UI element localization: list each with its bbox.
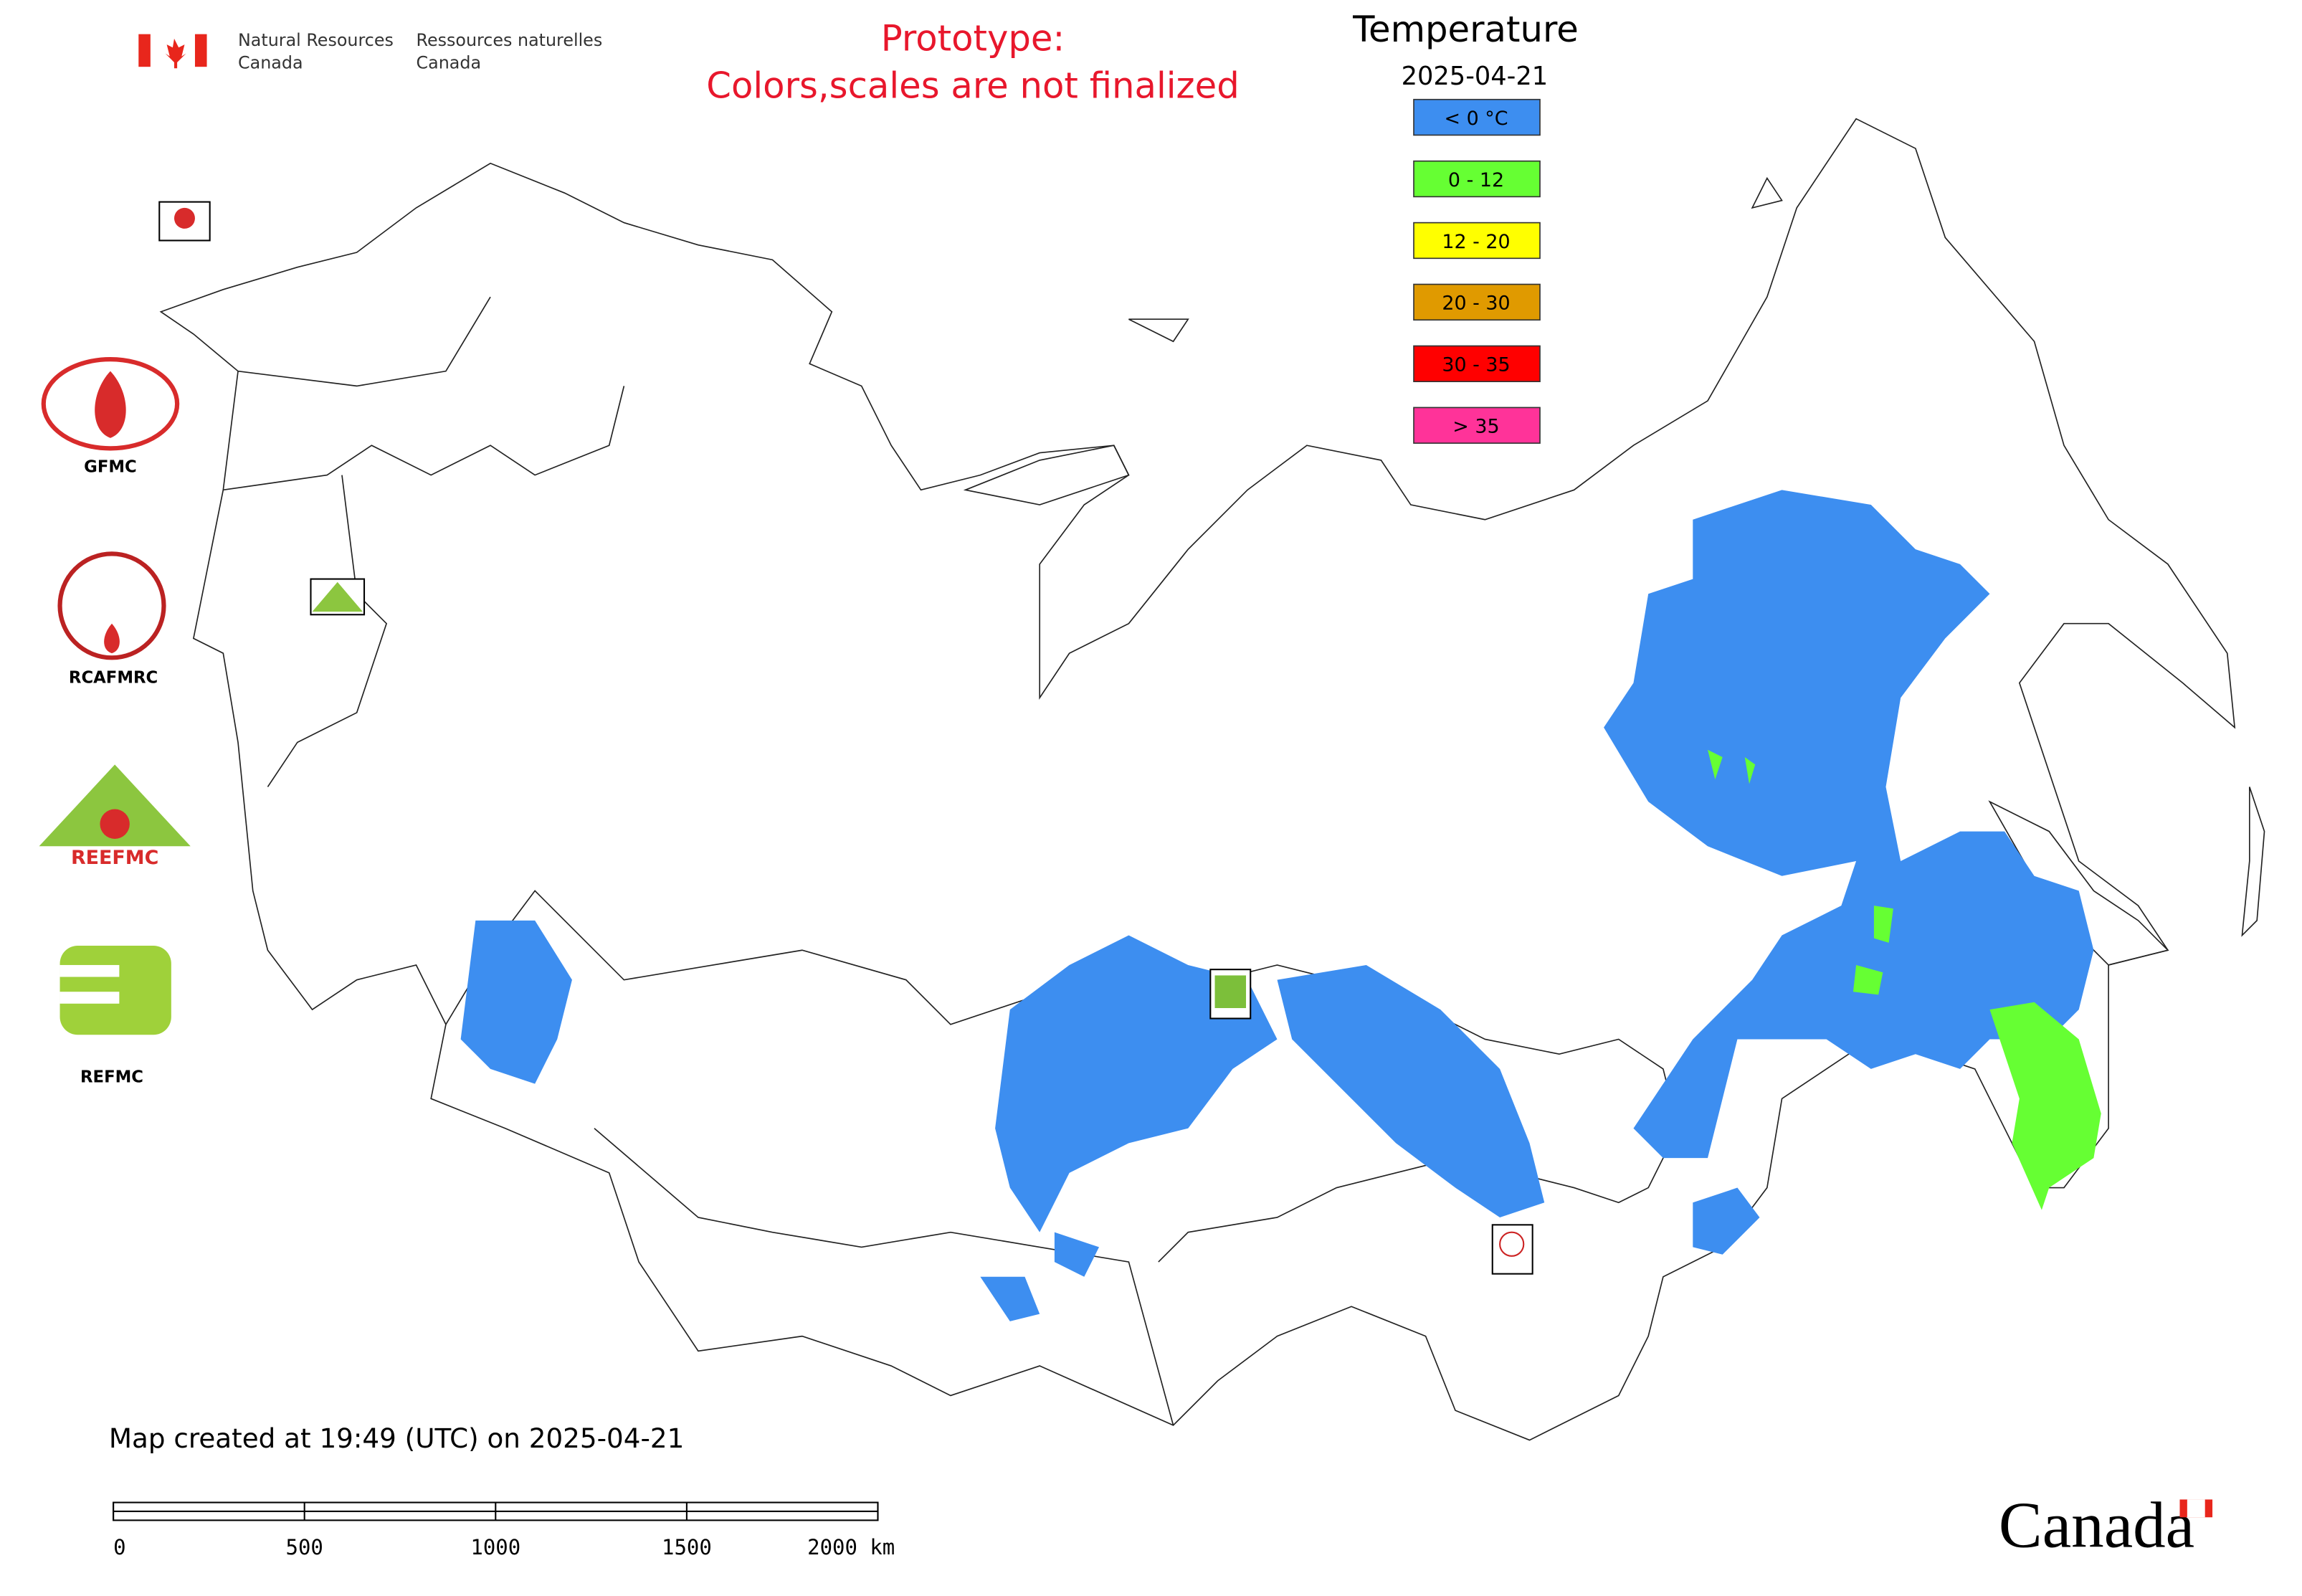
border: [594, 1128, 1174, 1426]
scale-bar: 0 500 1000 1500 2000 km: [113, 1501, 895, 1559]
created-note: Map created at 19:49 (UTC) on 2025-04-21: [109, 1422, 684, 1454]
area-below-zero: [1604, 490, 2094, 1159]
logo-gfmc: [95, 371, 126, 438]
area-below-zero: [980, 1232, 1100, 1321]
agency-fr: Ressources naturelles: [417, 30, 603, 50]
scale-label: 2000 km: [807, 1535, 895, 1559]
logo-label: GFMC: [84, 457, 137, 476]
area-below-zero: [460, 920, 572, 1084]
canada-wordmark: Canada: [1999, 1489, 2194, 1562]
legend-swatch: [1413, 222, 1541, 260]
border: [223, 296, 625, 787]
legend-swatch: [1413, 160, 1541, 198]
basemap: [159, 118, 2265, 1441]
scale-label: 1000: [470, 1535, 520, 1559]
logo-reefmc: [100, 809, 130, 839]
scale-label: 1500: [662, 1535, 712, 1559]
legend-swatch: [1413, 345, 1541, 382]
legend-title: Temperature: [1352, 9, 1579, 50]
flag-bar: [138, 34, 151, 67]
island: [963, 176, 2265, 966]
logo-label: REFMC: [80, 1068, 143, 1087]
legend-label: 30 - 35: [1442, 354, 1510, 376]
maple-leaf: [165, 38, 186, 69]
logo-reefmc: [39, 764, 191, 847]
area-below-zero: [995, 935, 1278, 1232]
legend-label: 12 - 20: [1442, 231, 1510, 253]
logo-refmc: [60, 964, 120, 977]
notice: Colors,scales are not finalized: [706, 65, 1239, 107]
legend-swatch: [1413, 283, 1541, 321]
agency-en: Natural Resources: [238, 30, 394, 50]
temperature-areas: [460, 490, 2101, 1321]
legend-label: 20 - 30: [1442, 293, 1510, 315]
agency-signature: Natural Resources Canada Ressources natu…: [138, 30, 602, 72]
area-0-12: [1708, 749, 2101, 1210]
logo-rcafmrc: [104, 623, 120, 654]
icon: [173, 207, 195, 229]
agency-en: Canada: [238, 52, 303, 72]
icon: [1499, 1231, 1525, 1257]
legend-label: > 35: [1452, 416, 1499, 438]
logo-label: RCAFMRC: [69, 669, 158, 688]
notice: Prototype:: [881, 17, 1065, 59]
area-below-zero: [1693, 1187, 1760, 1255]
legend: < 0 °C 0 - 12 12 - 20 20 - 30 30 - 35 > 35: [1413, 98, 1541, 444]
logos: GFMC RCAFMRC REEFMC REFMC: [39, 357, 191, 1087]
wordmark-flag: [2187, 1499, 2205, 1518]
scale-label: 500: [286, 1535, 323, 1559]
country-outline: [159, 118, 2236, 1441]
agency-fr: Canada: [417, 52, 482, 72]
legend-label: 0 - 12: [1448, 169, 1504, 191]
logo-refmc: [60, 946, 171, 1035]
flag-bar: [194, 34, 207, 67]
logo-refmc: [60, 992, 120, 1004]
logo-label: REEFMC: [71, 847, 158, 869]
map-icons: [158, 201, 1533, 1275]
legend-label: < 0 °C: [1444, 108, 1508, 130]
icon: [1214, 975, 1247, 1009]
icon: [312, 581, 363, 612]
legend-swatch: [1413, 98, 1541, 136]
legend-swatch: [1413, 407, 1541, 444]
logo-rcafmrc: [57, 551, 166, 660]
area-below-zero: [1277, 964, 1545, 1217]
legend-date: 2025-04-21: [1402, 62, 1549, 91]
scale-label: 0: [113, 1535, 125, 1559]
